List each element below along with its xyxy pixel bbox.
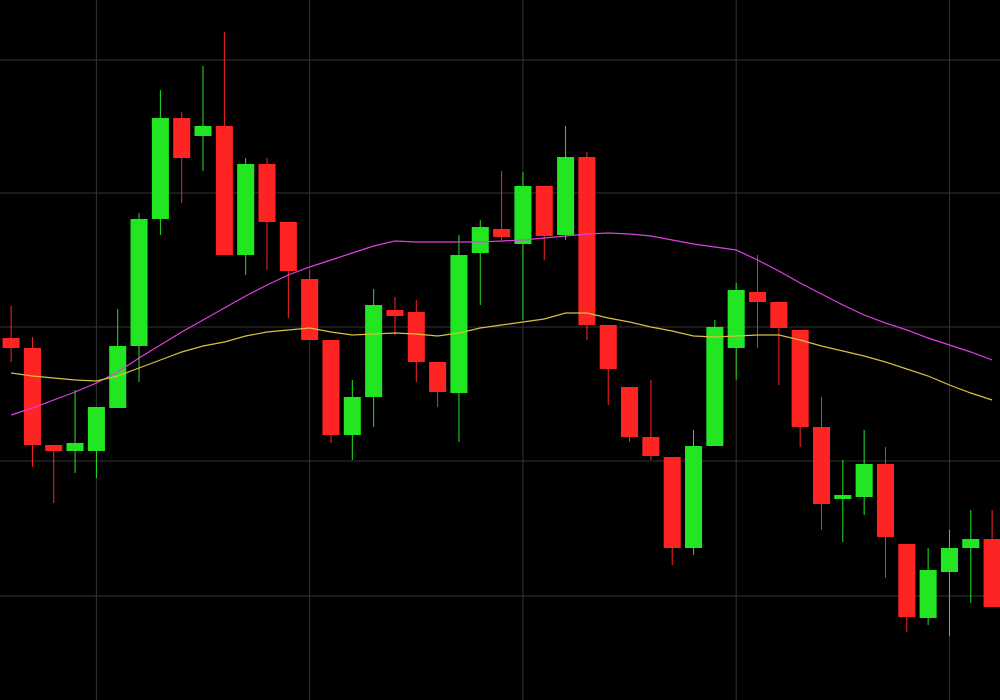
candle-body [748, 292, 767, 302]
candle-body [940, 548, 958, 572]
candle-body [855, 464, 873, 497]
candle-body [407, 312, 425, 362]
candle-body [45, 445, 63, 451]
candle-body [87, 407, 105, 451]
candle-body [365, 305, 383, 397]
candle-body [834, 495, 852, 499]
moving-average-line [11, 312, 993, 401]
candle-body [791, 330, 809, 427]
candle-body [343, 397, 361, 435]
candle-body [258, 164, 276, 222]
candle-body [898, 544, 916, 617]
candle-body [962, 539, 980, 548]
candle-body [535, 186, 553, 236]
candle-body [727, 290, 745, 348]
candle-body [173, 118, 191, 158]
candle-body [557, 157, 575, 235]
candle-body [429, 362, 447, 392]
candle-body [23, 348, 41, 445]
candle-body [194, 126, 212, 136]
candle-body [599, 325, 617, 369]
candle-body [215, 126, 233, 255]
candle-body [685, 446, 703, 548]
candle-body [621, 387, 639, 437]
candle-body [919, 570, 937, 618]
candle-body [983, 539, 1000, 607]
candle-body [2, 338, 20, 348]
candle-body [130, 219, 148, 346]
candle-body [386, 310, 404, 316]
candle-body [493, 229, 511, 237]
candle-body [578, 157, 596, 325]
candle-body [663, 457, 681, 548]
candle-body [450, 255, 468, 393]
candle-body [514, 186, 532, 244]
candle-body [706, 327, 724, 446]
candle-body [770, 302, 788, 328]
candle-body [876, 464, 895, 537]
candle-body [642, 437, 660, 456]
candle-body [471, 227, 489, 253]
candle-body [109, 346, 127, 408]
candle-body [301, 279, 319, 340]
moving-average-line [10, 232, 993, 416]
candle-body [237, 164, 255, 255]
candle-body [812, 427, 831, 504]
candle-body [322, 340, 340, 435]
candle-body [279, 222, 297, 271]
candle-body [66, 443, 84, 451]
candle-body [151, 118, 169, 219]
